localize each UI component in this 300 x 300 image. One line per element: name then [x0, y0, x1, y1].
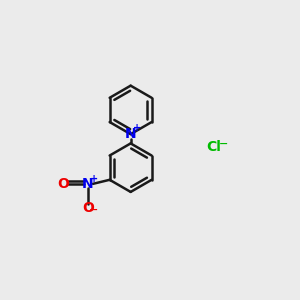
Text: +: +: [90, 174, 98, 184]
Text: −: −: [89, 205, 99, 215]
Text: +: +: [133, 123, 141, 133]
Text: O: O: [82, 201, 94, 215]
Text: −: −: [218, 138, 228, 148]
Text: N: N: [82, 177, 94, 191]
Text: O: O: [58, 177, 70, 191]
Text: N: N: [125, 127, 136, 141]
Text: Cl: Cl: [206, 140, 221, 154]
